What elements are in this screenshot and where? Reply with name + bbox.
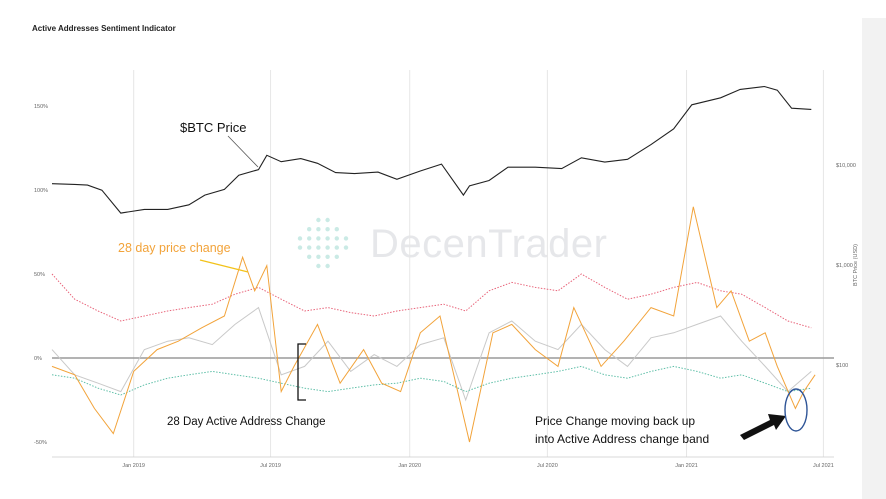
- watermark-dot: [325, 236, 330, 241]
- y-left-tick-label: 100%: [34, 188, 48, 194]
- watermark-dot: [325, 245, 330, 250]
- series-address-change-28d: [51, 306, 812, 402]
- address-label: 28 Day Active Address Change: [167, 416, 326, 428]
- chart-title: Active Addresses Sentiment Indicator: [32, 24, 176, 33]
- right-strip: [862, 18, 886, 499]
- price-change-label: 28 day price change: [118, 241, 231, 255]
- y-right-tick-label: $100: [836, 363, 848, 369]
- series-active-address-upper: [51, 273, 812, 329]
- watermark-part-1: Decen: [370, 222, 489, 266]
- watermark-dot: [307, 254, 312, 259]
- y-left-tick-label: -50%: [34, 440, 47, 446]
- x-tick-label: Jan 2019: [122, 463, 145, 469]
- watermark-dot: [325, 254, 330, 259]
- watermark-dot: [316, 263, 321, 269]
- watermark-dot: [334, 254, 339, 259]
- x-tick-label: Jan 2020: [398, 463, 421, 469]
- callout-line-1: Price Change moving back up: [535, 414, 695, 428]
- y-left-tick-label: 50%: [34, 272, 45, 278]
- watermark-dot: [334, 245, 339, 250]
- x-tick-label: Jul 2019: [260, 463, 281, 469]
- x-tick-label: Jan 2021: [675, 463, 698, 469]
- callout-circle: [784, 388, 808, 432]
- btc-label-pointer: [227, 135, 259, 168]
- watermark-dot: [343, 245, 349, 250]
- watermark-dot: [316, 236, 321, 241]
- watermark-dot: [307, 236, 312, 241]
- watermark-dot: [325, 217, 330, 223]
- x-tick-label: Jul 2021: [813, 463, 834, 469]
- watermark-dot: [334, 227, 339, 232]
- series-active-address-lower: [51, 365, 812, 396]
- ylabel-right: BTC Price (USD): [853, 244, 859, 286]
- address-bracket: [297, 343, 306, 401]
- watermark-dot: [325, 227, 330, 232]
- callout-line-2: into Active Address change band: [535, 432, 709, 446]
- watermark-dot: [325, 263, 330, 269]
- ticks-group: Jan 2019 Jul 2019 Jan 2020 Jul 2020 Jan 2021…: [34, 104, 856, 469]
- watermark-dot: [297, 245, 303, 250]
- callout-arrow-icon: [740, 414, 786, 440]
- price-change-pointer: [199, 259, 249, 273]
- grid: [133, 70, 824, 457]
- btc-label: $BTC Price: [180, 120, 246, 135]
- y-left-tick-label: 150%: [34, 104, 48, 110]
- y-right-tick-label: $10,000: [836, 163, 856, 169]
- series-price-change-28d: [51, 206, 816, 443]
- y-right-tick-label: $1,000: [836, 263, 853, 269]
- watermark-dot: [316, 217, 321, 223]
- watermark-dot: [307, 245, 312, 250]
- watermark-dot: [343, 236, 349, 241]
- watermark-dot: [334, 236, 339, 241]
- watermark-logo-icon: [297, 217, 349, 269]
- series-group: [51, 85, 816, 443]
- series-btc-price: [51, 85, 812, 214]
- watermark-dot: [316, 227, 321, 232]
- watermark-dot: [316, 245, 321, 250]
- watermark-dot: [316, 254, 321, 259]
- y-left-tick-label: 0%: [34, 356, 42, 362]
- watermark-dot: [307, 227, 312, 232]
- watermark-dot: [297, 236, 303, 241]
- x-tick-label: Jul 2020: [537, 463, 558, 469]
